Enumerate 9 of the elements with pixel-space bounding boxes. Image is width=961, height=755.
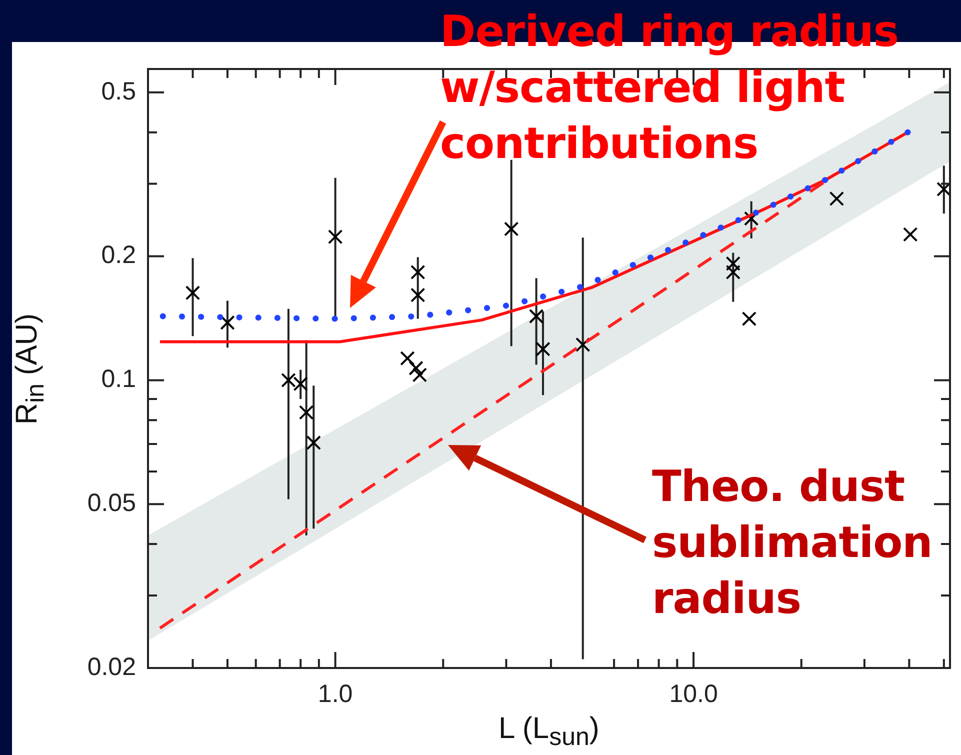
y-tick-label: 0.2 (101, 241, 136, 270)
y-tick-label: 0.02 (87, 652, 136, 681)
annotation: Theo. dust sublimation radius (652, 461, 934, 626)
y-tick-label: 0.1 (101, 365, 136, 394)
x-tick-label: 1.0 (318, 680, 353, 708)
y-tick-label: 0.5 (101, 77, 136, 106)
y-tick-label: 0.05 (87, 489, 136, 518)
x-tick-label: 10.0 (669, 680, 718, 708)
x-axis-title: L (L$_{sun}$) (498, 712, 600, 752)
